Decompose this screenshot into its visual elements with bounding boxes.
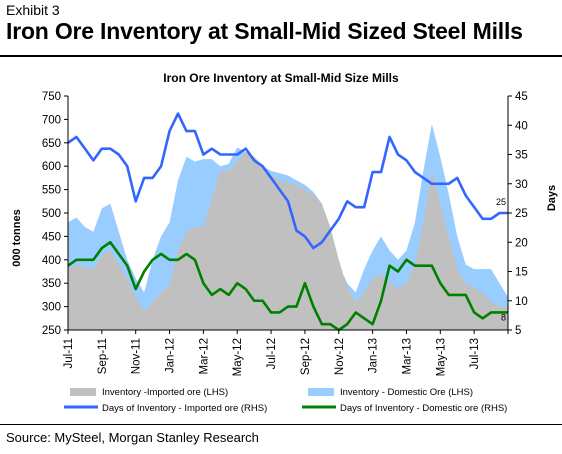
left-tick-label: 400 <box>42 255 61 267</box>
left-tick-label: 250 <box>42 325 61 337</box>
x-tick-label: Jul-13 <box>469 338 481 369</box>
right-tick-label: 15 <box>515 267 528 279</box>
area-series-0 <box>68 152 508 330</box>
right-tick-label: 5 <box>515 325 521 337</box>
legend-label: Inventory -Imported ore (LHS) <box>102 387 228 398</box>
plot-lines: 25 8 <box>67 112 508 332</box>
x-tick-label: Jan-13 <box>368 338 380 373</box>
legend-swatch <box>70 388 96 396</box>
right-axis-label: Days <box>546 185 558 211</box>
x-tick-label: Nov-11 <box>131 338 143 374</box>
chart-title: Iron Ore Inventory at Small-Mid Size Mil… <box>163 71 399 85</box>
right-tick-label: 20 <box>515 237 528 249</box>
axes: 250 300 350 400 450 500 550 600 650 700 750 5 10 15 20… <box>42 91 528 376</box>
left-tick-label: 350 <box>42 278 61 290</box>
legend: Inventory -Imported ore (LHS) Inventory -… <box>64 387 507 414</box>
left-tick-label: 500 <box>42 208 61 220</box>
page-title: Iron Ore Inventory at Small-Mid Sized St… <box>6 18 523 44</box>
left-tick-label: 650 <box>42 138 61 150</box>
left-axis-label: 000 tonnes <box>11 209 23 266</box>
x-tick-label: Sep-12 <box>300 338 312 375</box>
line-series-3 <box>67 240 508 332</box>
x-tick-label: May-12 <box>232 338 244 376</box>
left-tick-label: 600 <box>42 161 61 173</box>
left-tick-label: 300 <box>42 302 61 314</box>
left-tick-label: 700 <box>42 114 61 126</box>
x-tick-label: Sep-11 <box>97 338 109 374</box>
legend-label: Inventory - Domestic Ore (LHS) <box>340 387 473 398</box>
plot-areas <box>68 124 508 330</box>
x-tick-label: Jul-12 <box>266 338 278 369</box>
chart: Iron Ore Inventory at Small-Mid Size Mil… <box>11 71 558 414</box>
x-tick-label: Mar-13 <box>401 338 413 374</box>
x-tick-label: May-13 <box>435 338 447 376</box>
right-tick-label: 35 <box>515 150 528 162</box>
top-rule <box>0 55 562 57</box>
right-tick-label: 40 <box>515 120 528 132</box>
x-tick-label: Mar-12 <box>198 338 210 374</box>
bottom-rule <box>0 424 562 425</box>
right-tick-label: 10 <box>515 296 528 308</box>
line-series-2 <box>67 112 508 250</box>
exhibit-label: Exhibit 3 <box>6 2 60 18</box>
left-tick-label: 450 <box>42 231 61 243</box>
right-tick-label: 30 <box>515 179 528 191</box>
legend-label: Days of Inventory - Imported ore (RHS) <box>102 403 267 414</box>
data-label-1: 8 <box>501 312 506 322</box>
x-tick-label: Nov-12 <box>334 338 346 375</box>
right-tick-label: 45 <box>515 91 528 103</box>
data-label-0: 25 <box>496 197 506 207</box>
legend-swatch <box>308 388 334 396</box>
source-note: Source: MySteel, Morgan Stanley Research <box>6 430 259 445</box>
left-tick-label: 750 <box>42 91 61 103</box>
x-tick-label: Jan-12 <box>165 338 177 373</box>
left-tick-label: 550 <box>42 185 61 197</box>
legend-label: Days of Inventory - Domestic ore (RHS) <box>340 403 507 414</box>
right-tick-label: 25 <box>515 208 528 220</box>
x-tick-label: Jul-11 <box>63 338 75 368</box>
